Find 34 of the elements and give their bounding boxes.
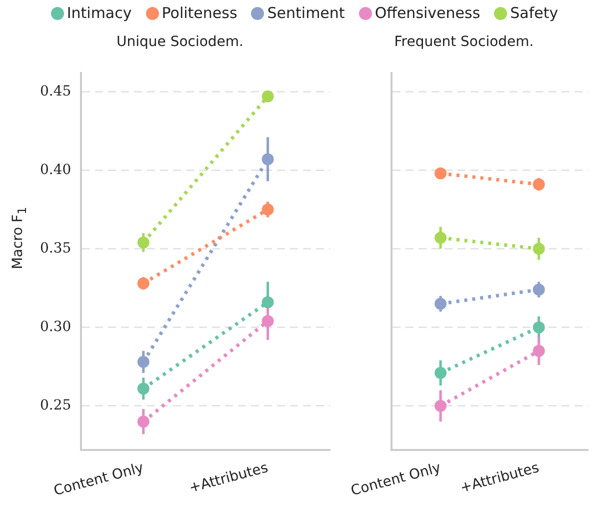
point [137, 382, 150, 395]
chart-title: Unique Sociodem. [116, 34, 244, 50]
point [532, 178, 545, 190]
point [137, 277, 150, 290]
point [262, 90, 274, 102]
y-tick-label: 0.25 [40, 398, 72, 414]
point [532, 284, 545, 296]
point [434, 366, 447, 379]
point [137, 236, 150, 248]
y-tick-label: 0.45 [40, 83, 72, 100]
legend-label: Offensiveness [374, 4, 480, 22]
point [434, 232, 447, 244]
y-tick-label: 0.35 [40, 240, 72, 256]
point [262, 296, 274, 308]
point [262, 153, 274, 166]
point [137, 356, 150, 368]
legend-label: Politeness [162, 4, 238, 22]
y-tick-label: 0.30 [40, 318, 72, 335]
point [434, 167, 447, 180]
x-tick-label: Content Only [52, 460, 146, 500]
point [532, 321, 545, 334]
point [137, 416, 150, 428]
legend-label: Intimacy [66, 4, 132, 22]
point [532, 344, 545, 357]
point [262, 204, 274, 216]
y-tick-label: 0.40 [40, 162, 72, 178]
point [434, 298, 447, 310]
point [262, 315, 274, 328]
legend-label: Sentiment [267, 4, 345, 22]
legend-label: Safety [510, 4, 558, 22]
x-tick-label: Content Only [349, 460, 443, 500]
point [434, 400, 447, 412]
point [532, 242, 545, 255]
chart-title: Frequent Sociodem. [394, 34, 534, 50]
